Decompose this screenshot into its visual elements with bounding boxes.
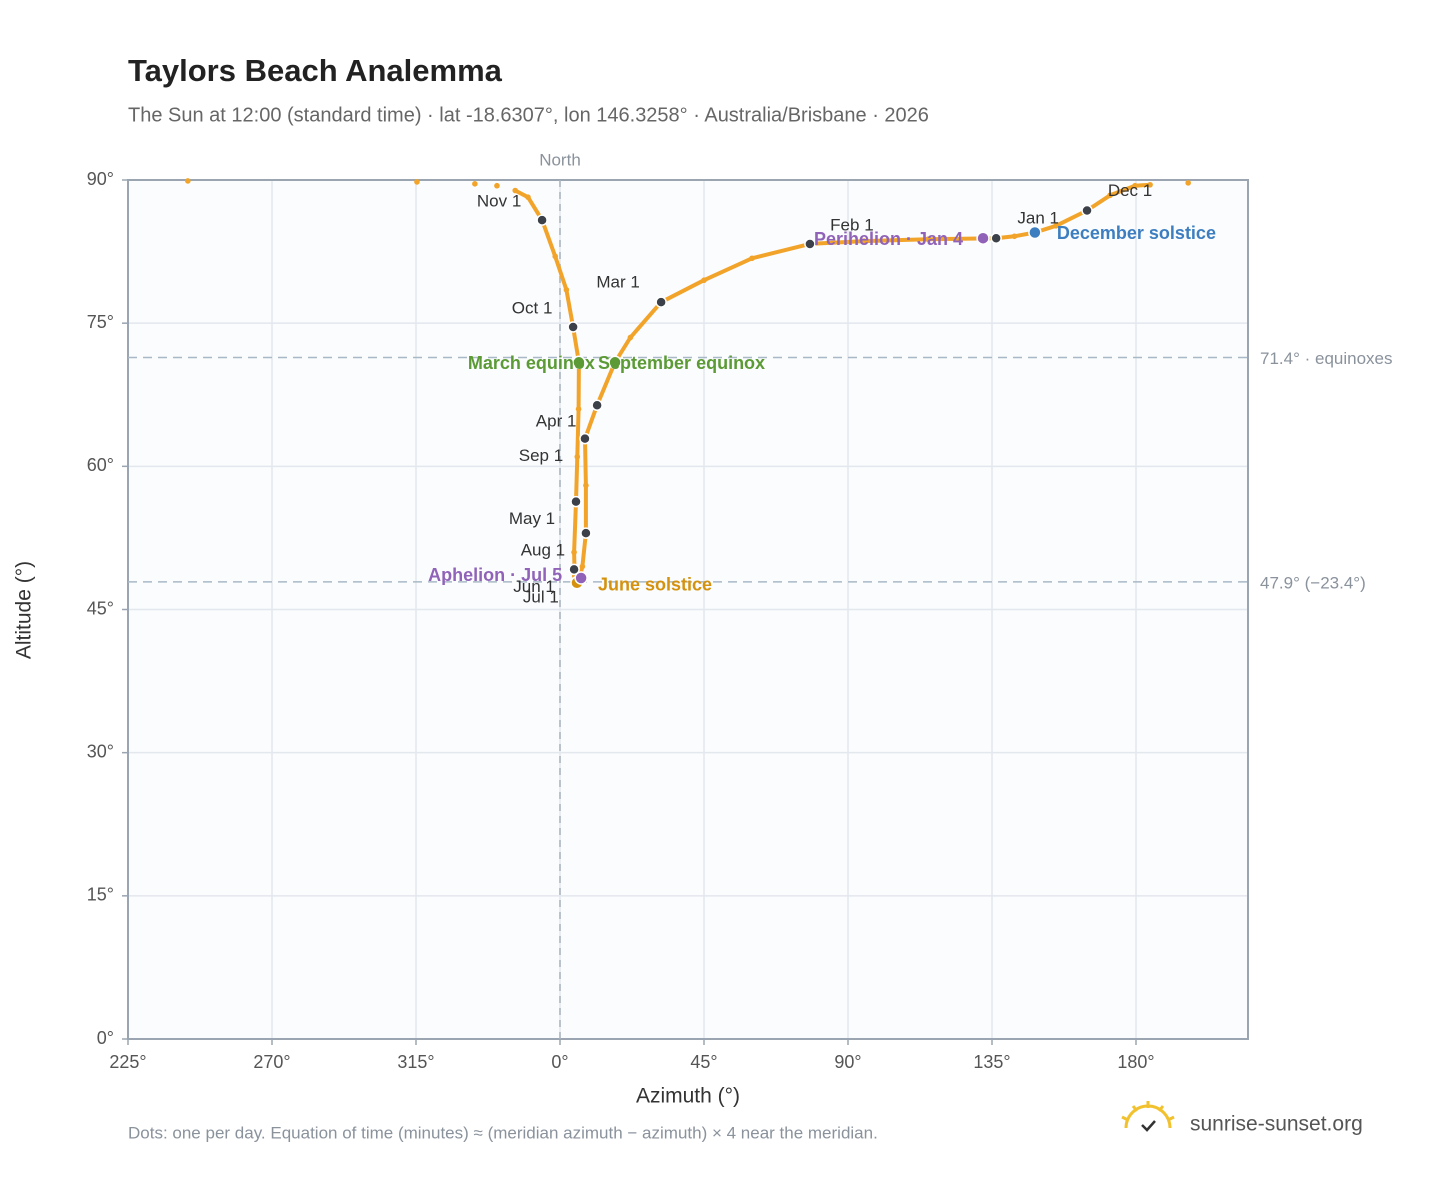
month-marker [655,296,667,308]
y-axis-label: Altitude (°) [13,561,36,659]
month-label: Jun 1 [513,577,555,596]
y-tick-label: 30° [87,741,114,761]
month-marker [591,399,603,411]
month-label: Mar 1 [596,273,639,292]
y-tick-label: 0° [97,1028,114,1048]
day-dot [1053,223,1059,229]
day-dot [552,253,558,260]
day-dot [571,549,577,556]
x-tick-label: 225° [109,1052,146,1072]
x-tick-label: 0° [551,1052,568,1072]
day-dot [494,182,500,189]
day-dot [1107,192,1113,199]
footnote: Dots: one per day. Equation of time (min… [128,1123,878,1142]
day-dot [861,238,867,244]
day-dot [1147,181,1153,188]
day-dot [1011,233,1018,240]
y-tick-label: 15° [87,885,114,905]
day-dot [1132,182,1138,189]
month-label: Apr 1 [536,412,577,431]
month-label: Sep 1 [519,446,563,465]
event-label: March equinox [468,353,595,373]
month-label: Feb 1 [830,215,873,234]
day-dot [627,334,634,341]
month-marker [580,527,592,539]
event-label: December solstice [1057,223,1216,243]
month-label: Nov 1 [477,192,521,211]
month-marker [570,495,582,508]
x-tick-label: 270° [253,1052,290,1072]
y-tick-label: 75° [87,312,114,332]
brand: sunrise-sunset.org [1190,1113,1363,1136]
event-label: Aphelion · Jul 5 [428,565,562,585]
event-marker [1028,225,1042,240]
event-label: September equinox [598,353,765,373]
month-marker [536,214,548,226]
day-dot [414,179,420,185]
event-marker [574,571,588,585]
month-label: May 1 [509,509,555,528]
plot-frame [127,179,1249,1040]
brand-icon [1121,1101,1175,1132]
day-dot [925,236,931,242]
day-dot [185,178,191,184]
month-label: Dec 1 [1108,181,1152,200]
x-tick-label: 135° [973,1052,1010,1072]
day-dot [749,255,755,262]
day-dot [701,277,707,284]
day-dot [472,181,478,187]
event-marker [608,355,622,370]
day-dot [563,286,570,293]
day-dot [1185,180,1191,186]
month-marker [567,321,579,333]
day-dot [579,563,586,570]
chart-subtitle: The Sun at 12:00 (standard time) · lat -… [128,104,929,126]
month-marker [990,232,1002,244]
x-tick-label: 45° [690,1052,717,1072]
month-marker [568,563,580,576]
x-tick-label: 315° [397,1052,434,1072]
meridian-label: North [539,150,581,169]
y-tick-label: 45° [87,598,114,618]
month-label: Jul 1 [523,587,559,606]
x-tick-label: 90° [834,1052,861,1072]
x-axis-label: Azimuth (°) [636,1085,740,1108]
month-marker [579,432,591,445]
event-label: June solstice [598,575,712,595]
month-label: Oct 1 [512,298,553,317]
event-marker [976,231,990,245]
y-tick-label: 90° [87,169,114,189]
event-marker [572,355,586,370]
reference-label: 47.9° (−23.4°) [1260,573,1366,592]
day-dot [583,482,589,489]
month-label: Jan 1 [1017,209,1059,228]
month-marker [804,238,816,250]
day-dot [575,406,582,412]
chart-title: Taylors Beach Analemma [128,53,503,88]
day-dot [525,194,531,200]
x-tick-label: 180° [1117,1052,1154,1072]
y-tick-label: 60° [87,455,114,475]
month-marker [1081,204,1093,217]
reference-label: 71.4° · equinoxes [1260,349,1393,368]
event-label: Perihelion · Jan 4 [814,229,963,249]
day-dot [574,453,581,460]
month-label: Aug 1 [521,541,565,560]
day-dot [512,187,518,194]
